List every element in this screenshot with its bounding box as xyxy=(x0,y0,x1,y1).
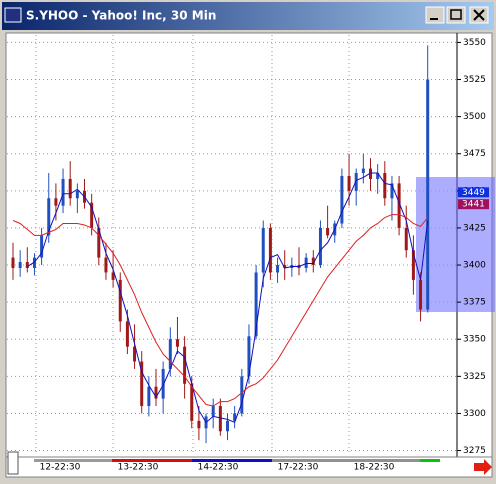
candle-body xyxy=(75,190,79,199)
candle-body xyxy=(54,198,58,206)
candle-body xyxy=(190,383,194,421)
candle-body xyxy=(240,376,244,414)
day-bar xyxy=(192,459,272,462)
candle-body xyxy=(154,386,158,399)
candle-body xyxy=(304,257,308,269)
candle-body xyxy=(226,420,229,432)
day-bar xyxy=(420,459,440,462)
window-buttons[interactable] xyxy=(425,6,489,24)
moving-average xyxy=(27,172,429,424)
candle-body xyxy=(261,227,265,273)
candle-body xyxy=(133,346,137,362)
moving-average xyxy=(12,214,429,407)
candle-body xyxy=(404,227,408,251)
y-tick-label: 3525 xyxy=(463,75,486,85)
y-tick-label: 3500 xyxy=(463,112,486,122)
maximize-icon xyxy=(450,9,462,20)
candle-body xyxy=(383,173,387,199)
candle-body xyxy=(419,279,423,310)
y-tick-label: 3350 xyxy=(463,335,486,345)
candle-body xyxy=(397,183,401,228)
candle-body xyxy=(168,339,172,369)
y-tick-label: 3475 xyxy=(463,149,486,159)
y-tick-label: 3300 xyxy=(463,409,486,419)
candle-body xyxy=(11,257,15,269)
y-tick-label: 3375 xyxy=(463,298,486,308)
candle-body xyxy=(283,265,287,269)
minimize-button[interactable] xyxy=(425,6,445,24)
candle-body xyxy=(175,339,179,347)
y-tick-label: 3400 xyxy=(463,261,486,271)
y-tick-label: 3275 xyxy=(463,446,486,456)
candle-body xyxy=(390,183,394,199)
candle-body xyxy=(347,175,351,191)
candle-body xyxy=(268,227,272,273)
candle-body xyxy=(318,227,322,266)
price-marker xyxy=(458,199,489,210)
candle-body xyxy=(68,178,72,199)
x-tick-label: 18-22:30 xyxy=(354,463,395,473)
candle-body xyxy=(361,168,365,174)
y-tick-label: 3550 xyxy=(463,38,486,48)
candle-body xyxy=(218,406,222,432)
x-tick-label: 14-22:30 xyxy=(198,463,239,473)
candle-body xyxy=(18,262,22,269)
candle-body xyxy=(311,257,315,266)
candle-body xyxy=(211,406,215,417)
x-tick-label: 17-22:30 xyxy=(278,463,319,473)
candle-body xyxy=(183,346,187,384)
candle-body xyxy=(233,413,237,421)
x-tick-label: 12-22:30 xyxy=(40,463,81,473)
close-icon xyxy=(473,9,485,21)
scroll-box[interactable] xyxy=(7,451,19,475)
candle-body xyxy=(354,173,358,191)
y-tick-label: 3325 xyxy=(463,372,486,382)
candle-body xyxy=(104,257,108,273)
candle-body xyxy=(32,257,36,269)
y-tick-label: 3425 xyxy=(463,223,486,233)
candle-body xyxy=(125,321,129,347)
price-marker-label: 3441 xyxy=(462,200,485,210)
candle-body xyxy=(147,386,151,407)
day-bar xyxy=(348,459,420,462)
candle-body xyxy=(340,175,344,224)
candle-body xyxy=(47,198,51,236)
candle-body xyxy=(247,336,251,377)
app-icon xyxy=(4,7,22,23)
candle-body xyxy=(111,272,115,280)
candle-body xyxy=(197,420,201,429)
candle-body xyxy=(254,272,258,337)
window-title: S.YHOO - Yahoo! Inc, 30 Min xyxy=(26,9,216,23)
price-marker-label: 3449 xyxy=(462,188,485,198)
scroll-arrow[interactable] xyxy=(474,459,492,475)
candle-body xyxy=(97,227,101,258)
candle-body xyxy=(161,368,165,399)
candle-body xyxy=(326,227,330,236)
candle-body xyxy=(90,202,94,228)
title-bar xyxy=(2,2,494,30)
candle-body xyxy=(40,235,44,258)
candle-body xyxy=(25,262,29,269)
candle-body xyxy=(426,79,430,310)
candle-body xyxy=(61,178,65,206)
price-marker xyxy=(458,187,489,198)
candle-body xyxy=(411,250,415,280)
day-bar xyxy=(112,459,192,462)
candle-body xyxy=(118,279,122,322)
day-bar xyxy=(272,459,348,462)
candle-body xyxy=(369,168,372,179)
candle-body xyxy=(140,361,144,407)
x-tick-label: 13-22:30 xyxy=(118,463,159,473)
candle-body xyxy=(276,265,280,273)
candle-body xyxy=(376,173,380,179)
day-bar xyxy=(34,459,112,462)
